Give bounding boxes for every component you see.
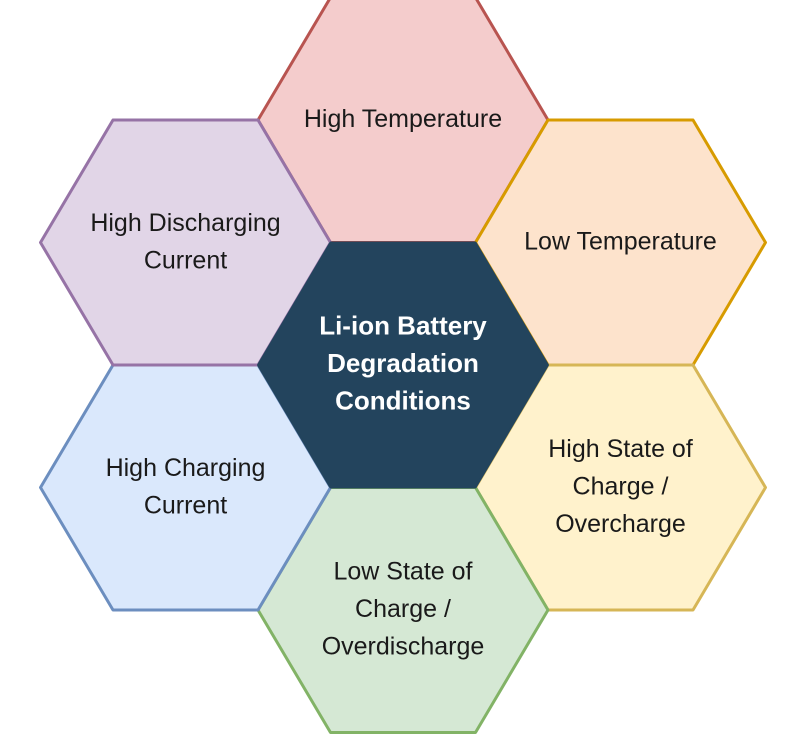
label-high-charging-current: Current	[144, 491, 227, 519]
label-high-charging-current: High Charging	[106, 454, 266, 482]
hexagon-center	[257, 241, 549, 489]
label-high-discharging-current: High Discharging	[90, 209, 280, 237]
label-low-state-of-charge: Low State of	[334, 558, 473, 586]
label-high-state-of-charge: High State of	[548, 435, 693, 463]
label-low-state-of-charge: Charge /	[355, 595, 451, 623]
center-title: Conditions	[335, 386, 471, 416]
label-low-temperature: Low Temperature	[524, 228, 717, 256]
label-high-state-of-charge: Charge /	[573, 473, 669, 501]
center-title: Li-ion Battery	[319, 311, 487, 341]
label-low-state-of-charge: Overdischarge	[322, 633, 485, 661]
label-high-temperature: High Temperature	[304, 105, 502, 133]
label-high-discharging-current: Current	[144, 246, 227, 274]
label-high-state-of-charge: Overcharge	[555, 510, 686, 538]
center-title: Degradation	[327, 348, 479, 378]
